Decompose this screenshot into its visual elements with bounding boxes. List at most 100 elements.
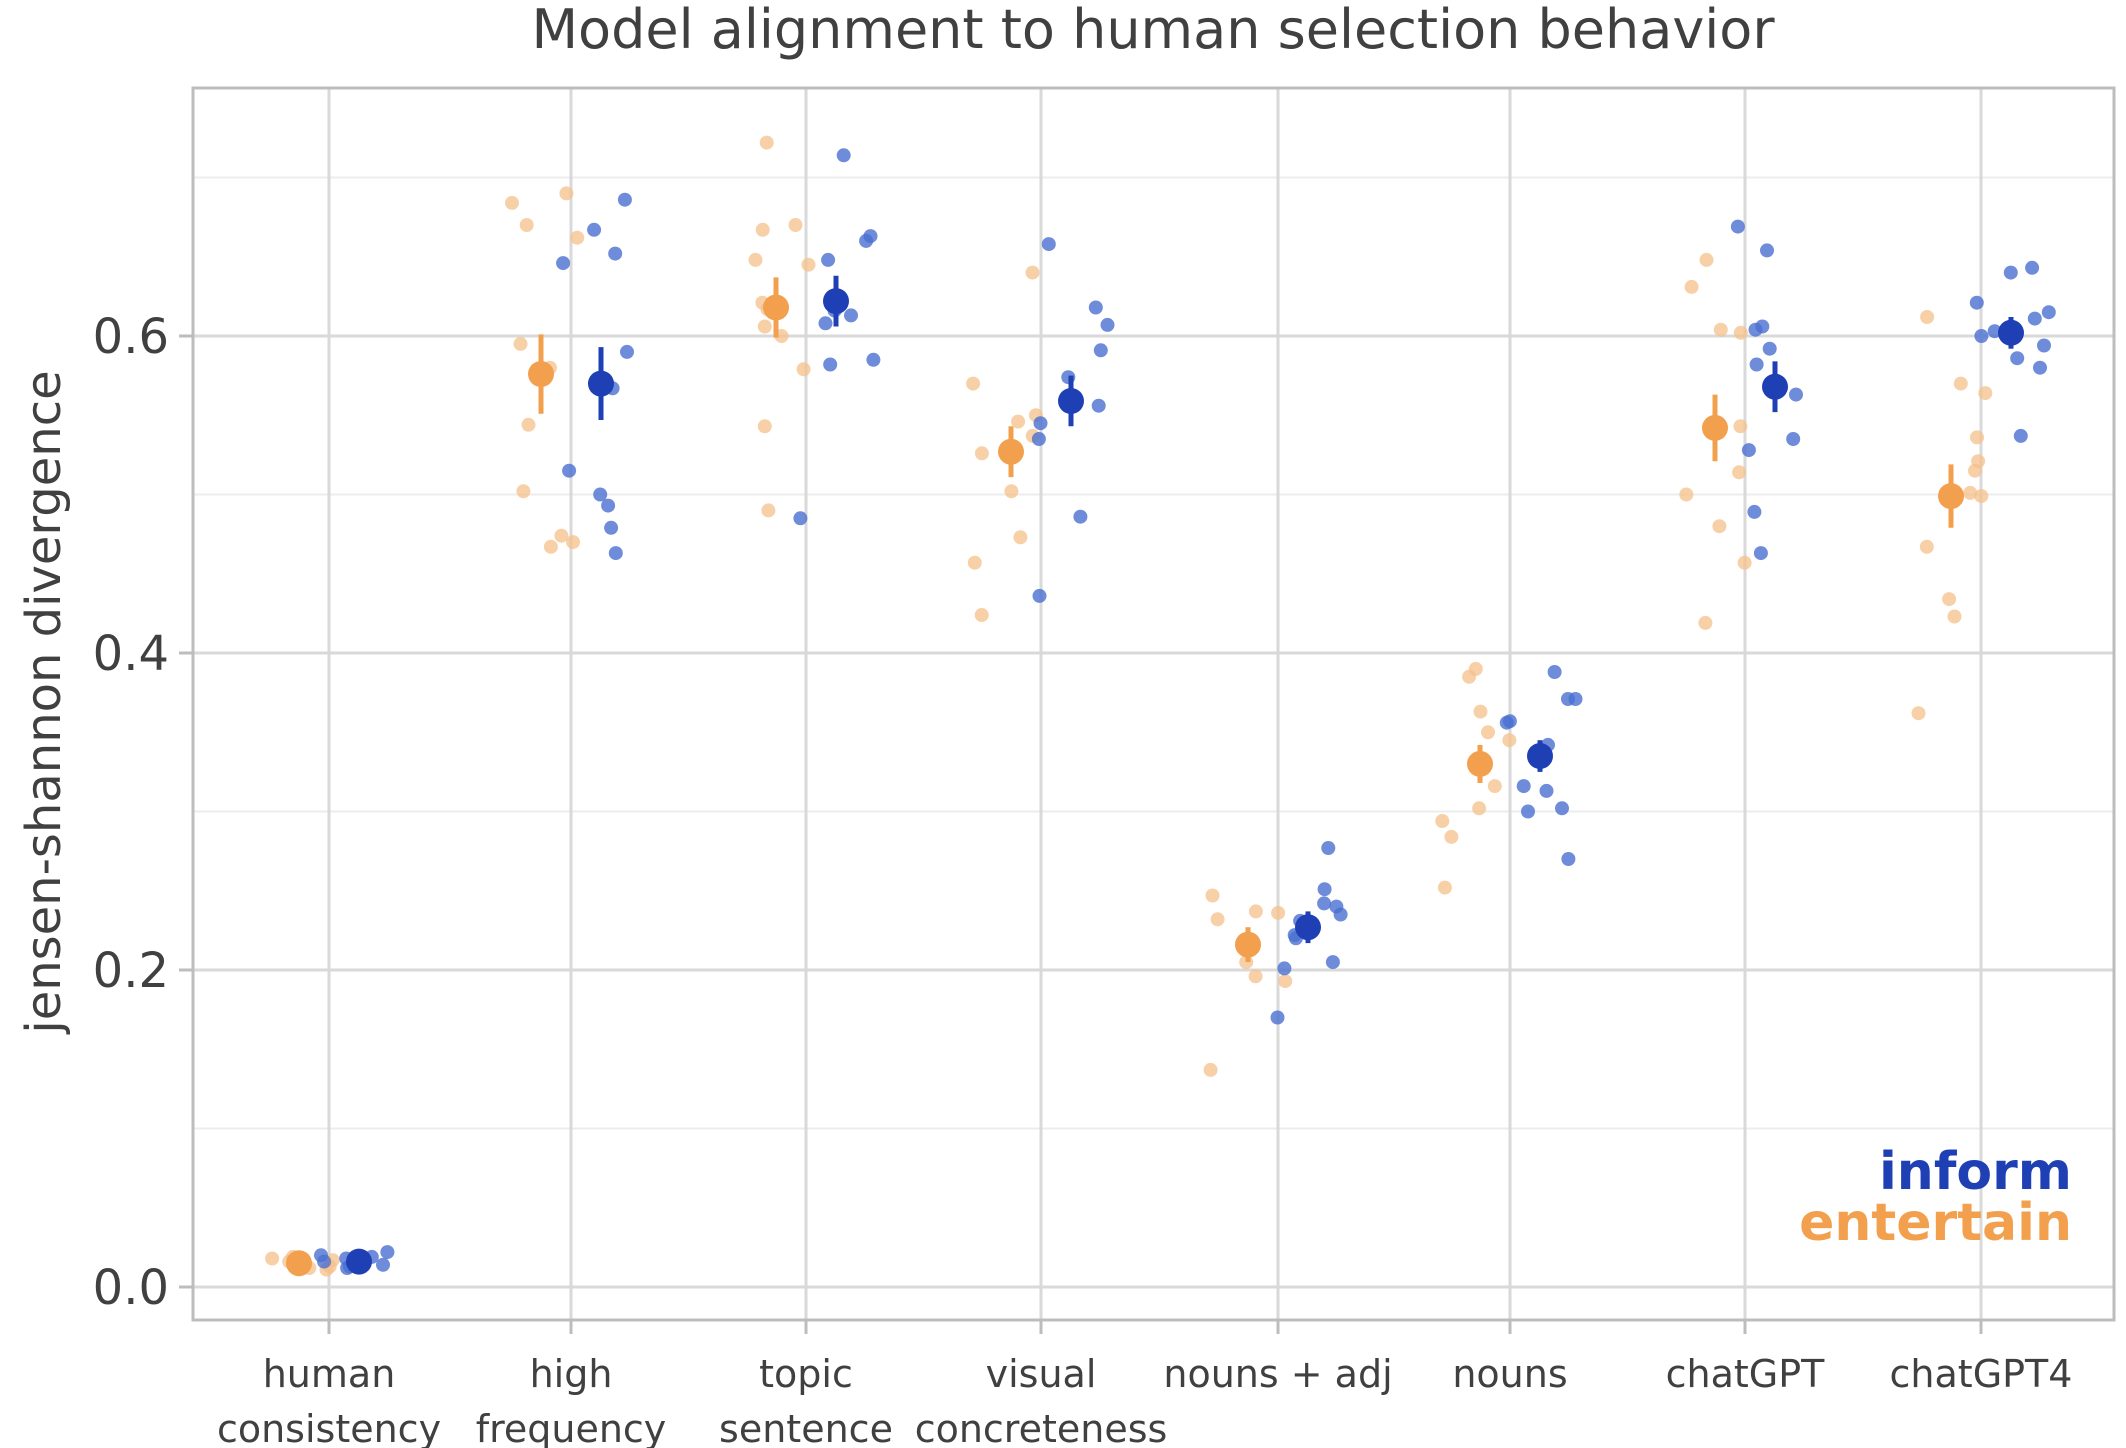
entertain-point — [796, 362, 811, 377]
entertain-point — [1963, 485, 1978, 500]
inform-mean-marker — [1998, 319, 2024, 346]
inform-point — [1333, 907, 1348, 922]
entertain-point — [1953, 376, 1968, 391]
category-label-5: nouns — [1452, 1352, 1567, 1396]
entertain-point — [519, 218, 534, 232]
y-tick-label-0: 0.0 — [93, 1260, 169, 1316]
grid — [193, 88, 2114, 1320]
entertain-point — [1732, 465, 1747, 480]
inform-point — [2013, 428, 2028, 443]
inform-point — [1093, 343, 1108, 358]
raw-points — [265, 135, 2056, 1277]
inform-point — [1749, 357, 1764, 372]
legend-inform: inform — [1879, 1142, 2072, 1202]
inform-point — [380, 1245, 395, 1260]
entertain-point — [554, 528, 569, 543]
inform-mean-marker — [1295, 914, 1321, 941]
entertain-point — [974, 446, 989, 461]
inform-point — [821, 252, 836, 267]
entertain-mean-marker — [528, 361, 554, 387]
inform-point — [1521, 804, 1535, 819]
entertain-point — [755, 222, 770, 237]
inform-point — [1547, 665, 1562, 679]
entertain-mean-marker — [286, 1250, 312, 1277]
entertain-point — [748, 252, 763, 267]
inform-point — [1073, 509, 1088, 524]
inform-point — [1031, 432, 1046, 446]
inform-point — [1032, 588, 1047, 603]
inform-point — [1789, 387, 1803, 402]
entertain-mean-marker — [1702, 414, 1728, 441]
entertain-point — [559, 186, 574, 201]
entertain-mean-marker — [998, 438, 1024, 465]
category-label-4: nouns + adj — [1163, 1352, 1392, 1396]
inform-point — [1088, 300, 1103, 315]
entertain-point — [566, 535, 580, 550]
entertain-point — [1920, 310, 1935, 324]
entertain-mean-marker — [1938, 483, 1964, 510]
entertain-point — [1968, 463, 1982, 478]
inform-point — [1762, 341, 1777, 356]
legend-entertain: entertain — [1799, 1193, 2072, 1253]
inform-point — [1499, 715, 1514, 730]
entertain-point — [1271, 905, 1286, 920]
entertain-point — [1444, 829, 1459, 844]
entertain-point — [788, 218, 803, 232]
inform-point — [793, 511, 808, 526]
inform-point — [844, 308, 858, 323]
inform-point — [1539, 783, 1554, 798]
entertain-point — [1011, 414, 1026, 429]
inform-mean-marker — [823, 288, 849, 315]
y-tick-label-1: 0.2 — [93, 943, 169, 999]
inform-mean-marker — [588, 370, 614, 397]
inform-point — [1317, 882, 1332, 897]
entertain-point — [1713, 322, 1728, 337]
entertain-point — [974, 608, 989, 622]
entertain-point — [1733, 325, 1748, 340]
entertain-point — [757, 319, 772, 334]
entertain-point — [1013, 530, 1028, 545]
entertain-mean-marker — [1235, 931, 1261, 958]
inform-point — [2010, 351, 2025, 366]
inform-point — [818, 316, 833, 331]
inform-point — [1561, 692, 1575, 706]
entertain-point — [1737, 555, 1752, 570]
inform-point — [608, 246, 623, 261]
inform-point — [1969, 295, 1984, 310]
inform-point — [823, 357, 838, 372]
entertain-point — [1919, 539, 1934, 554]
entertain-point — [801, 257, 816, 272]
entertain-point — [265, 1251, 280, 1266]
entertain-mean-marker — [763, 294, 789, 321]
entertain-point — [1684, 279, 1699, 294]
category-label-3: visual concreteness — [915, 1352, 1168, 1448]
entertain-point — [513, 336, 528, 351]
inform-point — [556, 256, 571, 271]
inform-point — [866, 352, 881, 367]
inform-point — [601, 498, 616, 513]
inform-point — [2027, 311, 2042, 326]
inform-point — [2041, 305, 2056, 320]
y-tick-label-3: 0.6 — [93, 309, 169, 365]
entertain-point — [1468, 661, 1483, 676]
entertain-point — [521, 417, 536, 432]
inform-point — [836, 148, 851, 163]
entertain-point — [967, 555, 982, 570]
inform-point — [593, 487, 608, 502]
inform-point — [1561, 852, 1576, 866]
entertain-point — [1733, 419, 1748, 434]
entertain-point — [1679, 487, 1694, 502]
inform-point — [859, 233, 874, 248]
inform-point — [2025, 260, 2040, 275]
inform-point — [1974, 329, 1989, 343]
x-axis-categories: human consistency high frequency topic senten… — [217, 1320, 2072, 1448]
entertain-point — [543, 539, 558, 554]
inform-point — [1516, 779, 1531, 794]
entertain-point — [1435, 814, 1450, 828]
inform-point — [1277, 961, 1292, 976]
entertain-point — [966, 376, 981, 391]
inform-point — [1091, 398, 1106, 413]
plot-frame — [191, 86, 2116, 1322]
category-label-6: chatGPT — [1666, 1352, 1826, 1396]
inform-point — [617, 192, 632, 207]
